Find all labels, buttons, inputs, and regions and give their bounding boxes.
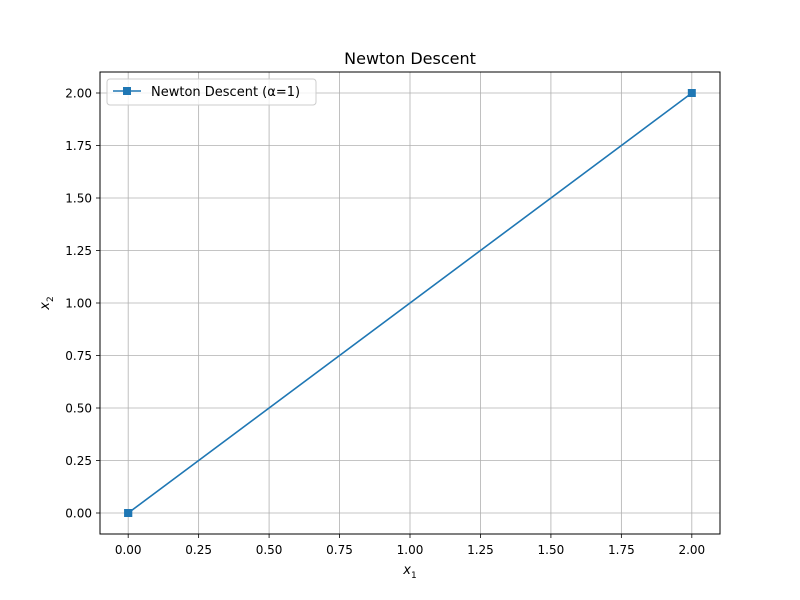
- x-tick-label: 0.00: [115, 543, 142, 557]
- legend: Newton Descent (α=1): [106, 78, 317, 106]
- y-tick-label: 2.00: [65, 87, 92, 101]
- legend-box: [106, 78, 317, 106]
- y-tick-label: 1.00: [65, 297, 92, 311]
- x-tick-label: 0.25: [185, 543, 212, 557]
- x-tick-label: 1.50: [538, 543, 565, 557]
- legend-marker-square: [123, 87, 131, 95]
- y-axis-label-subscript: 2: [46, 296, 56, 302]
- y-tick-label: 0.00: [65, 507, 92, 521]
- x-tick-label: 1.75: [608, 543, 635, 557]
- y-tick-label: 1.50: [65, 192, 92, 206]
- data-point-marker: [124, 509, 133, 517]
- x-tick-label: 0.75: [326, 543, 353, 557]
- y-axis-label: x2: [38, 296, 56, 310]
- legend-label: Newton Descent (α=1): [151, 85, 300, 100]
- x-tick-label: 2.00: [678, 543, 705, 557]
- y-tick-label: 1.25: [65, 244, 92, 258]
- y-axis-label-base: x: [38, 302, 53, 311]
- y-tick-label: 0.75: [65, 349, 92, 363]
- y-tick-label: 0.25: [65, 454, 92, 468]
- chart-title: Newton Descent: [344, 49, 476, 68]
- x-axis-label-base: x: [402, 563, 411, 578]
- data-point-marker: [687, 89, 696, 97]
- x-tick-label: 1.00: [397, 543, 424, 557]
- x-tick-label: 1.25: [467, 543, 494, 557]
- data-series: [124, 89, 696, 517]
- series-line: [127, 92, 693, 514]
- x-tick-label: 0.50: [256, 543, 283, 557]
- x-axis-label-subscript: 1: [411, 571, 417, 581]
- y-tick-label: 0.50: [65, 402, 92, 416]
- ticks: 0.00 0.25 0.50 0.75 1.00 1.25 1.50 1.75 2.00 0.00…: [65, 87, 705, 558]
- x-axis-label: x1: [402, 563, 416, 581]
- y-tick-label: 1.75: [65, 139, 92, 153]
